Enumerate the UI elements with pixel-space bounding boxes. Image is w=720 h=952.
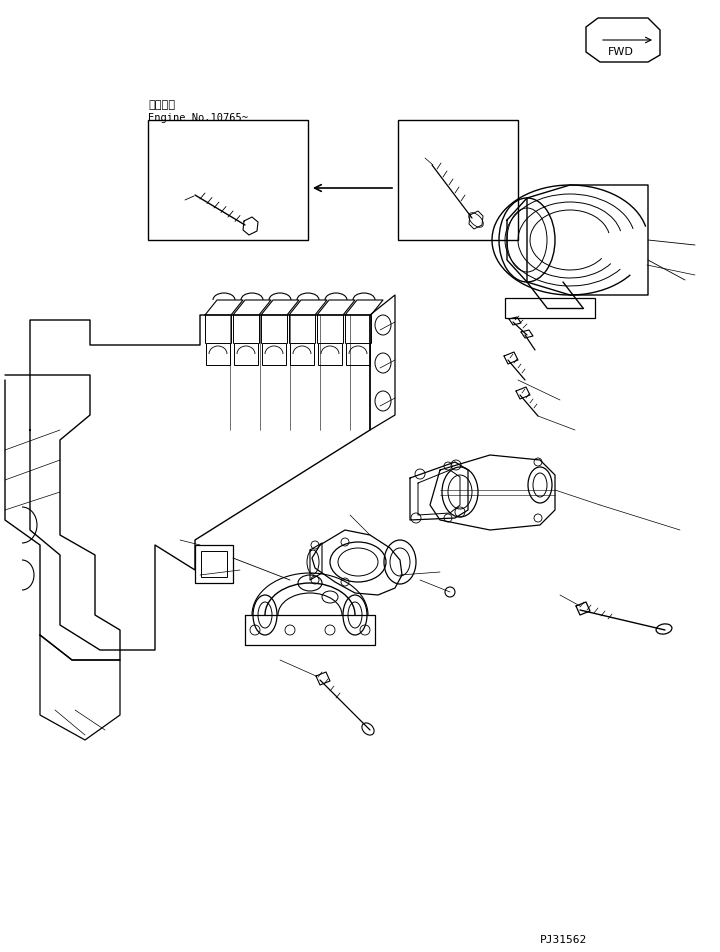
Bar — [262, 343, 286, 365]
Bar — [398, 120, 518, 240]
Bar — [148, 120, 308, 240]
Bar — [195, 545, 233, 583]
Polygon shape — [586, 18, 660, 62]
Bar — [290, 343, 314, 365]
Bar — [505, 298, 595, 318]
Bar — [201, 551, 227, 577]
Text: 適用号機: 適用号機 — [148, 100, 175, 110]
Text: PJ31562: PJ31562 — [540, 935, 588, 945]
Bar — [346, 343, 370, 365]
Bar — [206, 343, 230, 365]
Text: Engine No.10765~: Engine No.10765~ — [148, 113, 248, 123]
Bar — [318, 343, 342, 365]
Text: FWD: FWD — [608, 47, 634, 57]
Bar — [234, 343, 258, 365]
